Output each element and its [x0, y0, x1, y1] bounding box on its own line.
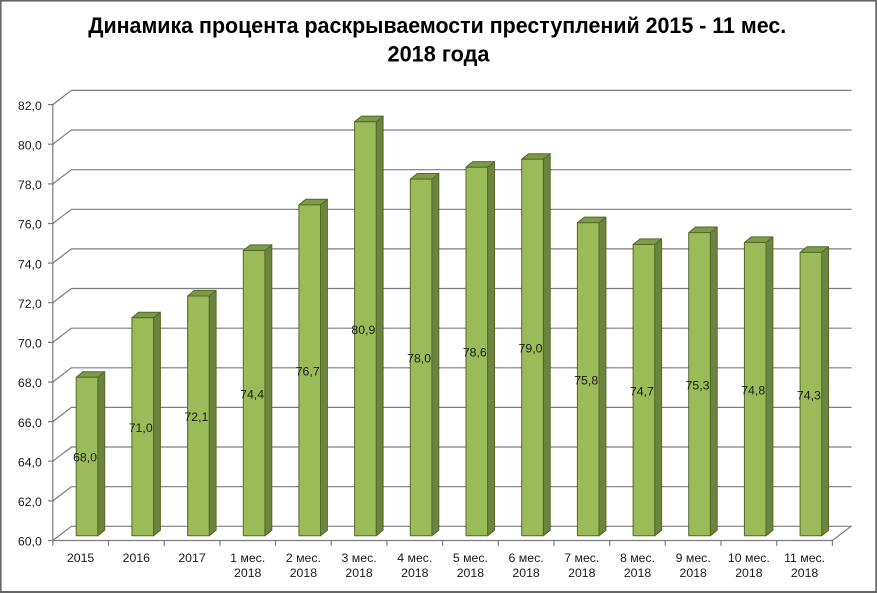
svg-text:75,8: 75,8: [574, 373, 598, 387]
svg-text:10 мес.: 10 мес.: [728, 551, 770, 565]
svg-text:80,0: 80,0: [18, 138, 42, 152]
svg-text:2018: 2018: [457, 566, 485, 580]
svg-text:74,7: 74,7: [630, 384, 654, 398]
svg-text:2018: 2018: [568, 566, 596, 580]
svg-text:76,0: 76,0: [18, 218, 42, 232]
svg-text:8 мес.: 8 мес.: [620, 551, 655, 565]
svg-text:2015: 2015: [67, 551, 95, 565]
svg-text:Динамика процента раскрываемос: Динамика процента раскрываемости преступ…: [88, 13, 786, 38]
svg-text:2018: 2018: [345, 566, 373, 580]
svg-text:64,0: 64,0: [18, 455, 42, 469]
svg-text:2018: 2018: [234, 566, 262, 580]
svg-text:2018: 2018: [680, 566, 708, 580]
svg-text:74,3: 74,3: [797, 388, 821, 402]
svg-text:74,4: 74,4: [240, 387, 264, 401]
svg-text:2016: 2016: [123, 551, 151, 565]
svg-text:2018 года: 2018 года: [388, 42, 491, 67]
svg-text:2018: 2018: [624, 566, 652, 580]
svg-text:2 мес.: 2 мес.: [286, 551, 321, 565]
svg-text:6 мес.: 6 мес.: [509, 551, 544, 565]
svg-text:70,0: 70,0: [18, 337, 42, 351]
svg-text:2017: 2017: [178, 551, 206, 565]
svg-text:7 мес.: 7 мес.: [564, 551, 599, 565]
svg-text:2018: 2018: [791, 566, 819, 580]
svg-text:62,0: 62,0: [18, 495, 42, 509]
svg-text:75,3: 75,3: [686, 378, 710, 392]
svg-text:74,0: 74,0: [18, 257, 42, 271]
svg-text:4 мес.: 4 мес.: [397, 551, 432, 565]
svg-text:68,0: 68,0: [73, 451, 97, 465]
svg-text:78,6: 78,6: [463, 346, 487, 360]
svg-text:74,8: 74,8: [741, 383, 765, 397]
svg-text:80,9: 80,9: [351, 323, 375, 337]
svg-text:72,1: 72,1: [184, 410, 208, 424]
svg-text:78,0: 78,0: [18, 178, 42, 192]
svg-text:66,0: 66,0: [18, 416, 42, 430]
svg-text:78,0: 78,0: [407, 352, 431, 366]
svg-text:76,7: 76,7: [296, 365, 320, 379]
svg-text:9 мес.: 9 мес.: [676, 551, 711, 565]
svg-text:5 мес.: 5 мес.: [453, 551, 488, 565]
svg-text:71,0: 71,0: [129, 421, 153, 435]
svg-text:72,0: 72,0: [18, 297, 42, 311]
svg-text:82,0: 82,0: [18, 99, 42, 113]
svg-text:79,0: 79,0: [519, 342, 543, 356]
svg-text:3 мес.: 3 мес.: [342, 551, 377, 565]
svg-text:68,0: 68,0: [18, 376, 42, 390]
svg-text:11 мес.: 11 мес.: [784, 551, 825, 565]
svg-text:60,0: 60,0: [18, 535, 42, 549]
svg-text:1 мес.: 1 мес.: [230, 551, 265, 565]
svg-text:2018: 2018: [290, 566, 318, 580]
svg-text:2018: 2018: [512, 566, 540, 580]
svg-text:2018: 2018: [735, 566, 763, 580]
svg-text:2018: 2018: [401, 566, 429, 580]
